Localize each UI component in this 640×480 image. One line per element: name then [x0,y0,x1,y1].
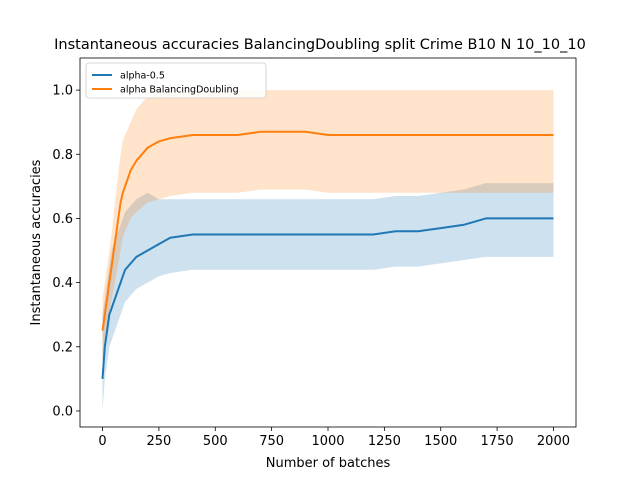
y-tick-label: 0.2 [52,340,73,355]
series-line-0 [101,217,554,379]
confidence-bands [102,90,554,411]
legend-label: alpha-0.5 [120,71,165,82]
y-tick-label: 0.8 [52,148,73,163]
series-band-0 [102,183,554,411]
y-tick-label: 0.0 [52,404,73,419]
y-tick-label: 0.4 [52,276,73,291]
series-lines [101,130,554,379]
x-tick-label: 500 [203,434,228,449]
y-tick-label: 1.0 [52,84,73,99]
y-axis-label: Instantaneous accuracies [29,159,44,325]
x-axis-ticks: 0 250 500 750 1000 1250 1500 1750 2000 [98,427,570,449]
legend-box [85,62,267,99]
legend: alpha-0.5 alpha BalancingDoubling [85,62,267,99]
x-axis-label: Number of batches [266,456,391,471]
x-tick-label: 1000 [311,434,344,449]
series-line-1 [101,130,554,331]
legend-label: alpha BalancingDoubling [120,85,239,96]
x-tick-label: 750 [259,434,284,449]
y-tick-label: 0.6 [52,212,73,227]
x-tick-label: 250 [146,434,171,449]
x-tick-label: 1500 [424,434,457,449]
x-tick-label: 2000 [537,434,570,449]
chart-title: Instantaneous accuracies BalancingDoubli… [54,37,586,53]
y-axis-ticks: 0.0 0.2 0.4 0.6 0.8 1.0 [52,84,80,419]
x-tick-label: 1750 [481,434,514,449]
x-tick-label: 1250 [368,434,401,449]
series-band-1 [102,90,554,363]
x-tick-label: 0 [98,434,106,449]
